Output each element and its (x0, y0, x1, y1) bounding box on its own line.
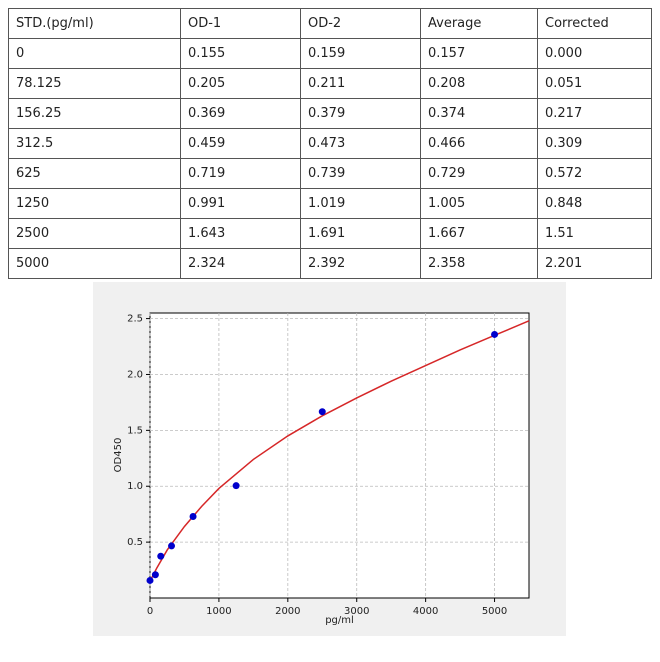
table-cell: 2500 (8, 218, 181, 249)
table-cell: 0.374 (420, 98, 538, 129)
data-point (146, 576, 154, 584)
table-row: 2500 1.643 1.691 1.667 1.51 (8, 218, 652, 249)
table-cell: 0.208 (420, 68, 538, 99)
y-tick-label: 1.5 (127, 425, 143, 436)
table-cell: 0.211 (300, 68, 421, 99)
table-cell: 0.155 (180, 38, 301, 69)
x-tick-label: 4000 (413, 606, 438, 617)
x-tick-label: 0 (147, 606, 153, 617)
table-cell: 0.466 (420, 128, 538, 159)
table-cell: 0.572 (537, 158, 652, 189)
table-cell: 0.719 (180, 158, 301, 189)
table-cell: OD-1 (180, 8, 301, 39)
table-row: 5000 2.324 2.392 2.358 2.201 (8, 248, 652, 279)
table-row: 0 0.155 0.159 0.157 0.000 (8, 38, 652, 69)
data-point (168, 542, 176, 550)
table-cell: Corrected (537, 8, 652, 39)
plot-area (149, 312, 530, 599)
x-tick-label: 5000 (482, 606, 507, 617)
y-tick-label: 0.5 (127, 537, 143, 548)
table-cell: 0.848 (537, 188, 652, 219)
table-cell: Average (420, 8, 538, 39)
table-cell: 0.159 (300, 38, 421, 69)
table-cell: 2.324 (180, 248, 301, 279)
x-tick-label: 2000 (275, 606, 300, 617)
table-cell: 156.25 (8, 98, 181, 129)
table-cell: 2.358 (420, 248, 538, 279)
data-point (157, 552, 165, 560)
data-table: STD.(pg/ml) OD-1 OD-2 Average Corrected 0 0.15… (8, 8, 652, 279)
table-cell: 5000 (8, 248, 181, 279)
x-tick-label: 3000 (344, 606, 369, 617)
table-row: STD.(pg/ml) OD-1 OD-2 Average Corrected (8, 8, 652, 39)
y-axis-label: OD450 (113, 438, 124, 473)
table-cell: 0.729 (420, 158, 538, 189)
y-tick-label: 1.0 (127, 481, 143, 492)
table-row: 156.25 0.369 0.379 0.374 0.217 (8, 98, 652, 129)
y-tick-label: 2.5 (127, 314, 143, 325)
y-tick-label: 2.0 (127, 369, 143, 380)
data-point (318, 408, 326, 416)
fit-curve (149, 320, 530, 582)
table-cell: 0.379 (300, 98, 421, 129)
table-cell: 1250 (8, 188, 181, 219)
table-cell: 1.667 (420, 218, 538, 249)
data-point (491, 330, 499, 338)
table-cell: 1.51 (537, 218, 652, 249)
x-tick-label: 1000 (206, 606, 231, 617)
data-point (151, 571, 159, 579)
table-cell: 0.459 (180, 128, 301, 159)
data-point (232, 482, 240, 490)
table-cell: 2.201 (537, 248, 652, 279)
table-cell: STD.(pg/ml) (8, 8, 181, 39)
data-point (189, 513, 197, 521)
x-axis-label: pg/ml (325, 615, 354, 626)
